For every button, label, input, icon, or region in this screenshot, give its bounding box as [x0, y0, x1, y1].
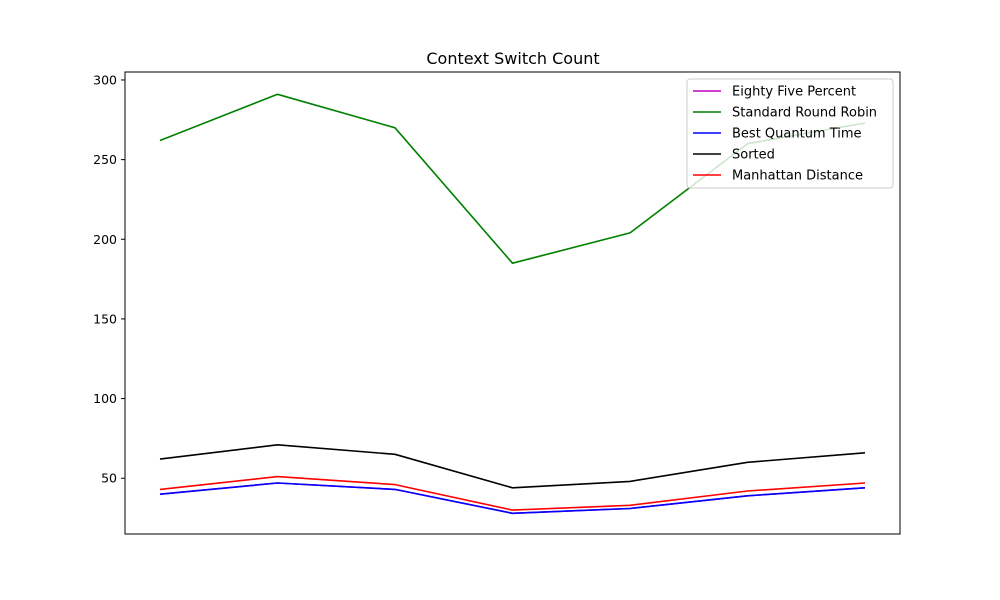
legend-label: Standard Round Robin [732, 106, 877, 121]
legend-label: Sorted [732, 148, 775, 163]
legend-box [686, 78, 894, 189]
series-line-best-quantum-time [159, 482, 866, 515]
series-line-sorted [159, 443, 866, 489]
series-line-manhattan-distance [159, 475, 866, 511]
plot-frame [124, 71, 901, 535]
legend-label: Eighty Five Percent [732, 85, 856, 100]
y-tick-label: 50 [101, 471, 117, 486]
legend: Eighty Five Percent Standard Round Robin B… [686, 78, 894, 189]
y-tick-label: 200 [93, 232, 117, 247]
legend-label: Best Quantum Time [732, 127, 862, 142]
y-tick-label: 100 [93, 391, 117, 406]
legend-label: Manhattan Distance [732, 169, 863, 184]
chart-title: Context Switch Count [426, 49, 599, 68]
y-tick-label: 250 [93, 152, 117, 167]
y-tick-label: 300 [93, 72, 117, 87]
y-tick-label: 150 [93, 311, 117, 326]
y-axis: 50 100 150 200 250 300 [93, 72, 125, 486]
